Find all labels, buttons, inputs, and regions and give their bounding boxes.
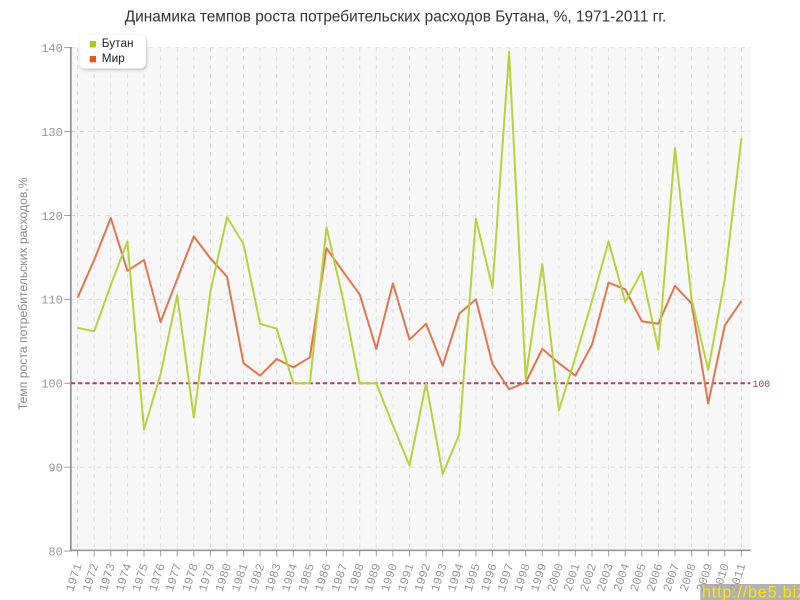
svg-text:Бутан: Бутан [102, 36, 134, 50]
svg-text:Темп роста потребительских рас: Темп роста потребительских расходов,% [16, 177, 30, 410]
svg-text:90: 90 [48, 462, 62, 476]
svg-text:140: 140 [41, 42, 63, 56]
svg-text:80: 80 [48, 545, 62, 559]
svg-text:110: 110 [41, 294, 63, 308]
svg-text:100: 100 [753, 379, 771, 390]
svg-text:Динамика темпов роста потребит: Динамика темпов роста потребительских ра… [125, 8, 667, 25]
svg-text:130: 130 [41, 126, 63, 140]
svg-text:100: 100 [41, 378, 63, 392]
svg-text:Мир: Мир [102, 51, 125, 65]
svg-text:120: 120 [41, 210, 63, 224]
svg-text:http://be5.biz/: http://be5.biz/ [702, 584, 800, 600]
